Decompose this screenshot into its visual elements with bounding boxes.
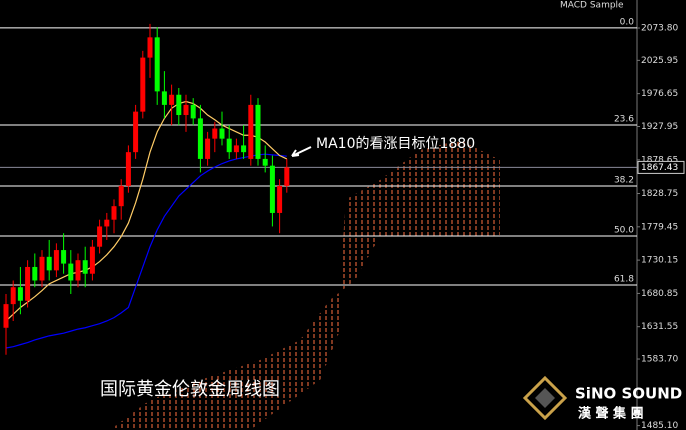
candle-body (111, 206, 117, 220)
candle-body (61, 250, 67, 264)
candle-body (39, 256, 45, 281)
candle-body (176, 94, 182, 116)
candle-body (89, 246, 95, 274)
candle-body (10, 287, 16, 305)
y-tick-label: 1730.15 (641, 256, 678, 266)
candle-body (269, 165, 275, 213)
candle-body (125, 152, 131, 186)
ichimoku-cloud (110, 140, 500, 430)
candle-body (248, 104, 254, 159)
fib-label: 23.6 (614, 115, 634, 125)
candle-body (183, 104, 189, 116)
moving-average (5, 100, 288, 322)
candle-body (205, 138, 211, 159)
candle-body (97, 226, 103, 247)
candle-body (25, 266, 31, 301)
annotation-arrow (291, 146, 312, 157)
candle-body (284, 167, 290, 186)
logo: SiNO SOUND 漢 聲 集 團 (522, 375, 682, 422)
candle-body (32, 266, 38, 281)
candle-body (219, 128, 225, 139)
logo-subtext: 漢 聲 集 團 (578, 406, 644, 422)
candle-body (190, 104, 196, 119)
candle-body (118, 185, 124, 207)
moving-average (5, 153, 287, 349)
candle-body (53, 250, 59, 271)
y-tick-label: 2025.95 (641, 56, 678, 66)
candle-body (104, 219, 110, 227)
y-tick-label: 1927.95 (641, 122, 678, 132)
candle-body (255, 104, 261, 159)
candle-body (226, 138, 232, 153)
annotation: MA10的看涨目标位1880 (316, 136, 475, 152)
y-tick-label: 2073.80 (641, 24, 678, 34)
fib-label: 0.0 (620, 17, 635, 27)
y-tick-label: 1828.75 (641, 189, 678, 199)
candle-body (154, 37, 160, 92)
y-tick-label: 1485.10 (641, 421, 678, 430)
y-tick-label: 1976.65 (641, 89, 678, 99)
y-tick-label: 1583.70 (641, 355, 678, 365)
fib-label: 61.8 (614, 275, 634, 285)
candle-body (212, 128, 218, 139)
candle-body (68, 263, 74, 281)
logo-mark (535, 388, 555, 408)
y-tick-label: 1779.45 (641, 222, 678, 232)
candle-body (147, 37, 153, 58)
candle-body (75, 260, 81, 281)
candle-body (46, 256, 52, 271)
watermark: 国际黄金伦敦金周线图 (100, 379, 280, 400)
y-tick-label: 1680.85 (641, 289, 678, 299)
candle-body (133, 111, 139, 153)
candle-body (161, 91, 167, 105)
last-price-box (637, 160, 685, 174)
chart-title: MACD Sample (560, 1, 624, 11)
fib-label: 50.0 (614, 226, 634, 236)
candle-body (82, 260, 88, 274)
fib-label: 38.2 (614, 175, 634, 185)
candle-body (3, 304, 9, 328)
candle-body (169, 94, 175, 105)
y-tick-label: 1631.55 (641, 322, 678, 332)
candle-body (277, 185, 283, 213)
candle-body (17, 287, 23, 301)
y-tick-label: 1878.65 (641, 155, 678, 165)
candle-body (241, 145, 247, 153)
candle-body (140, 57, 146, 112)
candle-body (233, 145, 239, 153)
candle-body (262, 158, 268, 166)
logo-mark (522, 375, 568, 421)
logo-text: SiNO SOUND (575, 385, 682, 403)
last-price-label: 1867.43 (641, 163, 678, 173)
candle-body (197, 118, 203, 159)
